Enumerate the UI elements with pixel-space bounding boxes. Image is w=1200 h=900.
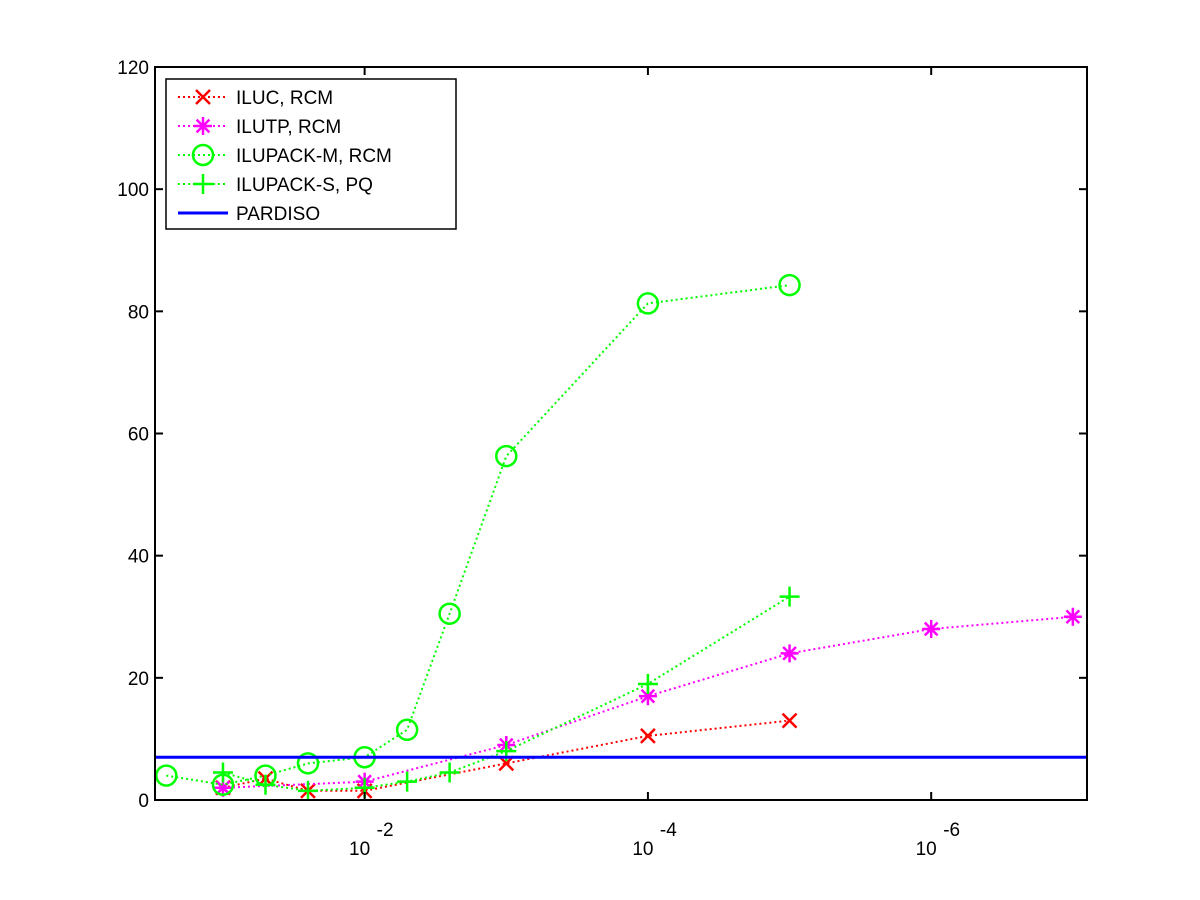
- y-tick-label: 60: [128, 425, 149, 446]
- data-point: [495, 444, 518, 468]
- x-tick-label: 10 -4: [632, 820, 677, 860]
- legend-entry: PARDISO: [178, 204, 320, 225]
- data-point: [438, 602, 461, 625]
- data-point: [255, 774, 276, 795]
- legend-label: ILUC, RCM: [236, 88, 333, 109]
- data-point: [780, 644, 799, 663]
- x-tick-label: 10 -6: [916, 820, 960, 860]
- data-point: [781, 712, 798, 729]
- legend-marker: [195, 89, 211, 105]
- legend-entry: ILUC, RCM: [178, 88, 333, 109]
- y-tick-label: 80: [128, 302, 149, 323]
- data-point: [395, 718, 419, 742]
- data-point: [212, 762, 233, 783]
- y-tick-label: 0: [138, 791, 149, 812]
- x-tick-exponent: -6: [943, 820, 960, 841]
- data-point: [155, 764, 178, 787]
- legend-marker: [191, 143, 215, 167]
- x-tick-base: 10: [349, 839, 370, 860]
- y-tick-label: 120: [117, 58, 149, 79]
- data-point: [779, 586, 800, 607]
- legend-entry: ILUPACK-S, PQ: [178, 174, 373, 196]
- axes: 0 20 40 60 80 100 120 10 -2 10 -4 10 -6: [117, 58, 1088, 860]
- legend-label: ILUPACK-S, PQ: [236, 175, 373, 196]
- data-point: [637, 673, 658, 694]
- legend-label: ILUTP, RCM: [236, 117, 341, 138]
- y-tick-label: 40: [128, 547, 149, 568]
- data-point: [439, 762, 460, 783]
- data-point: [296, 752, 320, 775]
- y-tick-label: 20: [128, 669, 149, 690]
- legend-label: ILUPACK-M, RCM: [236, 146, 392, 167]
- data-point: [922, 619, 941, 638]
- series-3: [155, 273, 801, 796]
- data-point: [397, 771, 418, 792]
- x-tick-exponent: -2: [377, 820, 394, 841]
- series-2: [213, 607, 1082, 797]
- legend-marker: [193, 174, 213, 194]
- data-point: [297, 780, 318, 801]
- data-point: [778, 273, 801, 297]
- data-point: [1063, 607, 1082, 626]
- legend-marker: [194, 117, 212, 135]
- x-tick-exponent: -4: [660, 820, 677, 841]
- legend-entry: ILUPACK-M, RCM: [178, 143, 392, 167]
- data-point: [636, 292, 660, 315]
- legend-entry: ILUTP, RCM: [178, 117, 341, 138]
- x-tick-base: 10: [916, 839, 937, 860]
- legend: ILUC, RCM ILUTP, RCM ILUPACK-M, RCM ILUPACK…: [165, 78, 457, 230]
- series-line: [166, 284, 790, 786]
- plot-area: [155, 273, 1087, 801]
- x-tick-label: 10 -2: [349, 820, 393, 860]
- y-tick-label: 100: [117, 180, 149, 201]
- legend-label: PARDISO: [236, 204, 320, 225]
- data-point: [640, 727, 656, 744]
- x-tick-base: 10: [632, 839, 653, 860]
